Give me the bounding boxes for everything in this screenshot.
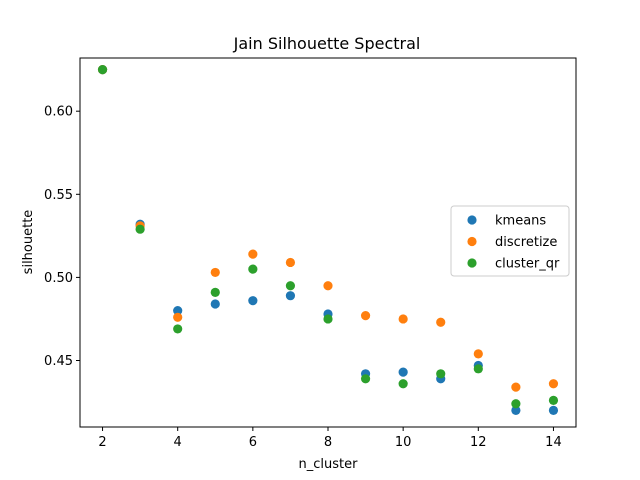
- chart-title: Jain Silhouette Spectral: [233, 34, 421, 53]
- x-tick-label: 8: [324, 435, 332, 450]
- cluster_qr-point: [97, 65, 108, 75]
- y-tick-label: 0.45: [44, 354, 73, 369]
- discretize-point: [511, 382, 521, 392]
- legend-label-kmeans: kmeans: [495, 214, 546, 229]
- cluster_qr-point: [436, 369, 446, 379]
- legend-label-discretize: discretize: [495, 235, 557, 250]
- y-tick-label: 0.55: [44, 188, 73, 203]
- plot-frame: [79, 57, 577, 428]
- x-tick-label: 10: [395, 435, 412, 450]
- legend: kmeans discretize cluster_qr: [450, 205, 570, 277]
- kmeans-point: [173, 306, 183, 316]
- cluster_qr-point: [210, 287, 220, 297]
- discretize-point: [210, 267, 220, 278]
- discretize-point: [398, 314, 408, 324]
- discretize-point: [285, 257, 296, 268]
- x-tick-label: 2: [98, 435, 106, 450]
- x-tick-label: 12: [470, 435, 487, 450]
- cluster_qr-point: [248, 264, 258, 274]
- legend-label-cluster_qr: cluster_qr: [495, 257, 560, 272]
- y-tick-label: 0.50: [44, 271, 73, 286]
- discretize-point: [473, 349, 483, 359]
- x-tick-label: 6: [249, 435, 257, 450]
- discretize-point: [360, 311, 371, 321]
- kmeans-point: [398, 367, 408, 377]
- discretize-point: [323, 281, 333, 291]
- legend-marker-discretize: [467, 236, 477, 247]
- cluster_qr-point: [285, 281, 296, 291]
- cluster_qr-point: [360, 374, 371, 384]
- kmeans-point: [511, 405, 521, 415]
- discretize-point: [436, 317, 446, 327]
- legend-box: [450, 205, 570, 277]
- kmeans-point: [548, 405, 559, 415]
- cluster_qr-point: [548, 395, 559, 406]
- legend-marker-kmeans: [467, 215, 477, 225]
- kmeans-point: [285, 291, 296, 301]
- discretize-point: [173, 312, 183, 322]
- y-axis-label: silhouette: [21, 210, 36, 275]
- cluster_qr-point: [398, 379, 408, 389]
- discretize-point: [248, 249, 258, 259]
- legend-marker-cluster_qr: [467, 258, 477, 268]
- x-tick-label: 14: [545, 435, 562, 450]
- cluster_qr-point: [173, 324, 183, 334]
- x-tick-label: 4: [174, 435, 182, 450]
- discretize-point: [548, 379, 559, 389]
- y-axis-ticks: 0.45 0.50 0.55 0.60: [44, 105, 80, 369]
- cluster_qr-point: [135, 224, 145, 234]
- cluster_qr-point: [511, 399, 521, 409]
- data-points: [97, 65, 559, 415]
- kmeans-point: [210, 299, 220, 309]
- cluster_qr-point: [473, 364, 483, 374]
- x-axis-label: n_cluster: [299, 457, 359, 472]
- kmeans-point: [248, 296, 258, 306]
- x-axis-ticks: 2 4 6 8 10 12 14: [98, 427, 562, 450]
- y-tick-label: 0.60: [44, 105, 73, 120]
- cluster_qr-point: [323, 314, 333, 324]
